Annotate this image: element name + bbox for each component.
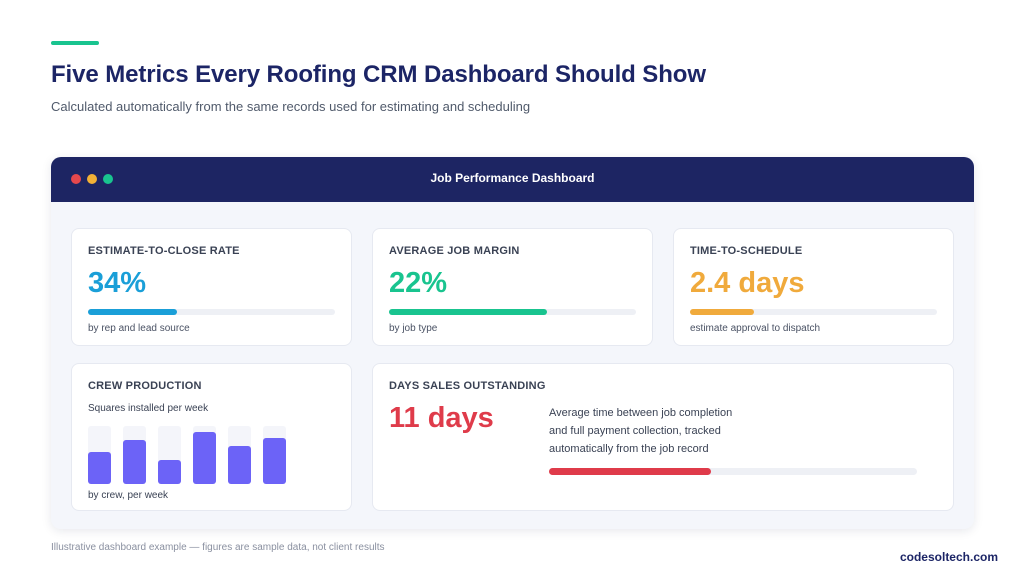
metric-progress-track bbox=[690, 309, 937, 315]
window-title: Job Performance Dashboard bbox=[430, 171, 595, 185]
page-subtitle: Calculated automatically from the same r… bbox=[51, 99, 531, 114]
brand-link[interactable]: codesoltech.com bbox=[899, 550, 998, 564]
metric-progress-fill bbox=[690, 309, 755, 315]
metric-label: AVERAGE JOB MARGIN bbox=[389, 245, 520, 257]
metric-caption: by rep and lead source bbox=[88, 323, 190, 334]
close-dot-icon[interactable] bbox=[71, 174, 81, 184]
dso-description: Average time between job completion and … bbox=[549, 407, 733, 455]
crew-bar-slot bbox=[263, 426, 286, 484]
crew-bar-chart bbox=[88, 426, 298, 484]
crew-bar bbox=[193, 432, 216, 484]
dso-progress-fill bbox=[549, 468, 711, 475]
metric-label: ESTIMATE-TO-CLOSE RATE bbox=[88, 245, 240, 257]
crew-bar bbox=[263, 438, 286, 484]
dso-value: 11 days bbox=[389, 402, 494, 434]
crew-bar-slot bbox=[88, 426, 111, 484]
metric-card-job-margin: AVERAGE JOB MARGIN 22% by job type bbox=[372, 228, 653, 346]
dso-label: DAYS SALES OUTSTANDING bbox=[389, 380, 546, 392]
metric-progress-track bbox=[389, 309, 636, 315]
metric-card-estimate-to-close: ESTIMATE-TO-CLOSE RATE 34% by rep and le… bbox=[71, 228, 352, 346]
crew-bar bbox=[123, 440, 146, 484]
crew-bar bbox=[88, 452, 111, 484]
metric-value: 22% bbox=[389, 267, 448, 299]
crew-subtitle: Squares installed per week bbox=[88, 403, 209, 414]
footnote: Illustrative dashboard example — figures… bbox=[51, 542, 385, 553]
metric-value: 2.4 days bbox=[690, 267, 805, 299]
crew-bar bbox=[158, 460, 181, 484]
window-titlebar: Job Performance Dashboard bbox=[51, 157, 974, 202]
crew-bar-slot bbox=[193, 426, 216, 484]
metric-value: 34% bbox=[88, 267, 147, 299]
metric-progress-fill bbox=[88, 309, 177, 315]
crew-bar-slot bbox=[228, 426, 251, 484]
maximize-dot-icon[interactable] bbox=[103, 174, 113, 184]
page-title: Five Metrics Every Roofing CRM Dashboard… bbox=[51, 61, 706, 88]
accent-line bbox=[51, 41, 99, 45]
dso-progress-track bbox=[549, 468, 917, 475]
crew-bar bbox=[228, 446, 251, 484]
dso-card: DAYS SALES OUTSTANDING 11 days Average t… bbox=[372, 363, 954, 511]
metric-progress-track bbox=[88, 309, 335, 315]
minimize-dot-icon[interactable] bbox=[87, 174, 97, 184]
metric-caption: by job type bbox=[389, 323, 438, 334]
metric-card-time-to-schedule: TIME-TO-SCHEDULE 2.4 days estimate appro… bbox=[673, 228, 954, 346]
crew-label: CREW PRODUCTION bbox=[88, 380, 202, 392]
metric-label: TIME-TO-SCHEDULE bbox=[690, 245, 803, 257]
crew-caption: by crew, per week bbox=[88, 490, 169, 501]
dashboard-window: Job Performance Dashboard ESTIMATE-TO-CL… bbox=[51, 157, 974, 529]
crew-bar-slot bbox=[158, 426, 181, 484]
crew-production-card: CREW PRODUCTION Squares installed per we… bbox=[71, 363, 352, 511]
crew-bar-slot bbox=[123, 426, 146, 484]
metric-progress-fill bbox=[389, 309, 548, 315]
metric-caption: estimate approval to dispatch bbox=[690, 323, 821, 334]
